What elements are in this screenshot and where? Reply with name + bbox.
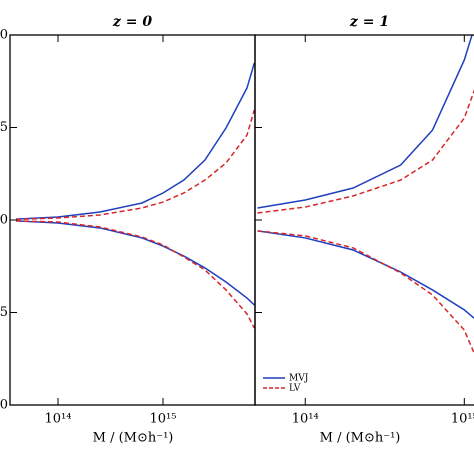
- x-axis-label: M / (M⊙h⁻¹): [320, 431, 401, 446]
- x-tick-label: 10¹⁴: [45, 412, 72, 427]
- y-tick-label: 1.0: [0, 213, 8, 228]
- line: [15, 220, 255, 329]
- x-tick-label: 10¹⁵: [451, 412, 474, 427]
- x-tick-label: 10¹⁴: [292, 412, 319, 427]
- y-tick-label: 0.5: [0, 305, 8, 320]
- line: [257, 230, 474, 355]
- legend-label: LV: [289, 384, 301, 394]
- plot-frame: [254, 34, 474, 406]
- line: [15, 62, 255, 220]
- y-tick-label: 1.5: [0, 120, 8, 135]
- line: [257, 230, 474, 320]
- panel: [15, 62, 255, 329]
- line: [15, 220, 255, 306]
- plot-frame: [9, 34, 256, 406]
- panel-title: z = 0: [112, 14, 152, 30]
- y-tick-label: 2.0: [0, 28, 8, 43]
- line: [15, 109, 255, 221]
- panel: [257, 35, 474, 355]
- panel-title: z = 1: [349, 14, 389, 30]
- legend-label: MVJ: [289, 374, 309, 384]
- y-tick-label: 0.0: [0, 398, 8, 413]
- line: [257, 35, 473, 209]
- line: [257, 89, 474, 214]
- x-axis-label: M / (M⊙h⁻¹): [93, 431, 174, 446]
- x-tick-label: 10¹⁵: [150, 412, 177, 427]
